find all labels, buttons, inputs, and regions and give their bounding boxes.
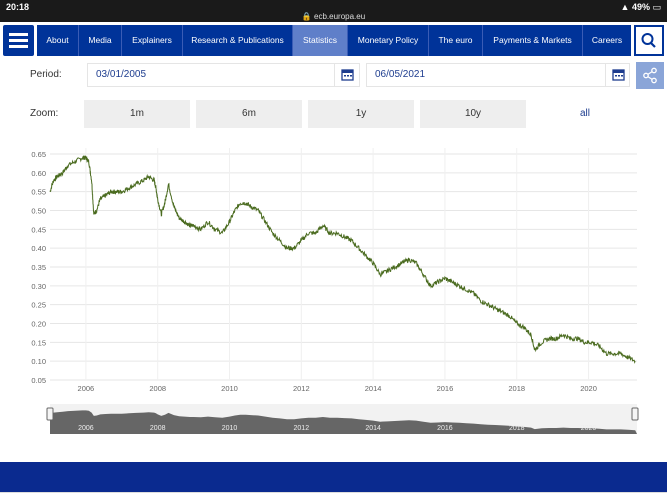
zoom-10y-button[interactable]: 10y xyxy=(420,100,526,128)
navigator-tick-label: 2010 xyxy=(222,425,238,432)
navigator-tick-label: 2012 xyxy=(294,425,310,432)
y-tick-label: 0.20 xyxy=(31,320,46,329)
main-navigation: About Media Explainers Research & Public… xyxy=(0,22,667,60)
y-tick-label: 0.35 xyxy=(31,263,46,272)
nav-item-the-euro[interactable]: The euro xyxy=(429,25,483,56)
address-url-text: ecb.europa.eu xyxy=(314,12,366,21)
x-tick-label: 2006 xyxy=(78,384,95,393)
y-tick-label: 0.60 xyxy=(31,169,46,178)
share-button[interactable] xyxy=(636,62,664,89)
x-tick-label: 2008 xyxy=(149,384,166,393)
zoom-label: Zoom: xyxy=(30,108,59,119)
status-time: 20:18 xyxy=(6,2,30,12)
navigator-left-handle[interactable] xyxy=(46,407,54,421)
x-tick-label: 2020 xyxy=(580,384,597,393)
nav-item-about[interactable]: About xyxy=(37,25,79,56)
y-tick-label: 0.40 xyxy=(31,244,46,253)
nav-item-careers[interactable]: Careers xyxy=(591,35,623,45)
hamburger-menu-button[interactable] xyxy=(3,25,34,56)
period-to-calendar-button[interactable] xyxy=(605,63,630,87)
navigator-series xyxy=(50,410,637,434)
battery-level: 49% xyxy=(631,2,650,12)
battery-indicator: ▲ 49% ▭ xyxy=(620,2,661,12)
calendar-icon xyxy=(341,69,354,81)
nav-bar: About Media Explainers Research & Public… xyxy=(37,25,631,56)
exchange-rate-chart[interactable]: 0.65 0.60 0.55 0.50 0.45 0.40 0.35 0.30 0.25 0.20… xyxy=(0,140,667,440)
x-tick-label: 2016 xyxy=(437,384,454,393)
y-tick-label: 0.50 xyxy=(31,207,46,216)
y-tick-label: 0.05 xyxy=(31,376,46,385)
nav-item-monetary-policy[interactable]: Monetary Policy xyxy=(348,25,429,56)
search-icon xyxy=(641,33,656,48)
y-tick-label: 0.65 xyxy=(31,150,46,159)
nav-item-payments-markets[interactable]: Payments & Markets xyxy=(483,25,583,56)
zoom-6m-button[interactable]: 6m xyxy=(196,100,302,128)
navigator-tick-label: 2008 xyxy=(150,425,166,432)
navigator-tick-label: 2014 xyxy=(365,425,381,432)
period-to-input[interactable]: 06/05/2021 xyxy=(366,63,630,87)
nav-item-statistics[interactable]: Statistics xyxy=(293,25,348,56)
x-tick-label: 2014 xyxy=(365,384,382,393)
x-tick-label: 2010 xyxy=(221,384,238,393)
share-icon xyxy=(643,67,657,84)
series-line xyxy=(49,155,636,364)
search-button[interactable] xyxy=(634,25,664,56)
nav-item-media[interactable]: Media xyxy=(79,25,122,56)
navigator-tick-label: 2020 xyxy=(581,425,597,432)
zoom-all-button[interactable]: all xyxy=(579,108,590,119)
nav-item-explainers[interactable]: Explainers xyxy=(122,25,183,56)
calendar-icon xyxy=(612,69,625,81)
footer-bar xyxy=(0,462,667,492)
zoom-1m-button[interactable]: 1m xyxy=(84,100,190,128)
navigator-tick-label: 2018 xyxy=(509,425,525,432)
y-tick-label: 0.25 xyxy=(31,301,46,310)
nav-item-research[interactable]: Research & Publications xyxy=(183,25,293,56)
navigator-right-handle[interactable] xyxy=(631,407,639,421)
period-from-input[interactable]: 03/01/2005 xyxy=(87,63,360,87)
y-tick-label: 0.10 xyxy=(31,357,46,366)
y-tick-label: 0.15 xyxy=(31,338,46,347)
x-tick-label: 2018 xyxy=(508,384,525,393)
x-tick-label: 2012 xyxy=(293,384,310,393)
y-tick-label: 0.45 xyxy=(31,225,46,234)
address-url[interactable]: 🔒 ecb.europa.eu xyxy=(301,12,366,21)
y-tick-label: 0.55 xyxy=(31,188,46,197)
period-label: Period: xyxy=(30,69,62,80)
y-tick-label: 0.30 xyxy=(31,282,46,291)
footer-divider xyxy=(0,492,667,500)
navigator-tick-label: 2006 xyxy=(78,425,94,432)
navigator-tick-label: 2016 xyxy=(437,425,453,432)
status-bar: 20:18 🔒 ecb.europa.eu ▲ 49% ▭ xyxy=(0,0,667,22)
period-from-calendar-button[interactable] xyxy=(334,63,359,87)
zoom-1y-button[interactable]: 1y xyxy=(308,100,414,128)
